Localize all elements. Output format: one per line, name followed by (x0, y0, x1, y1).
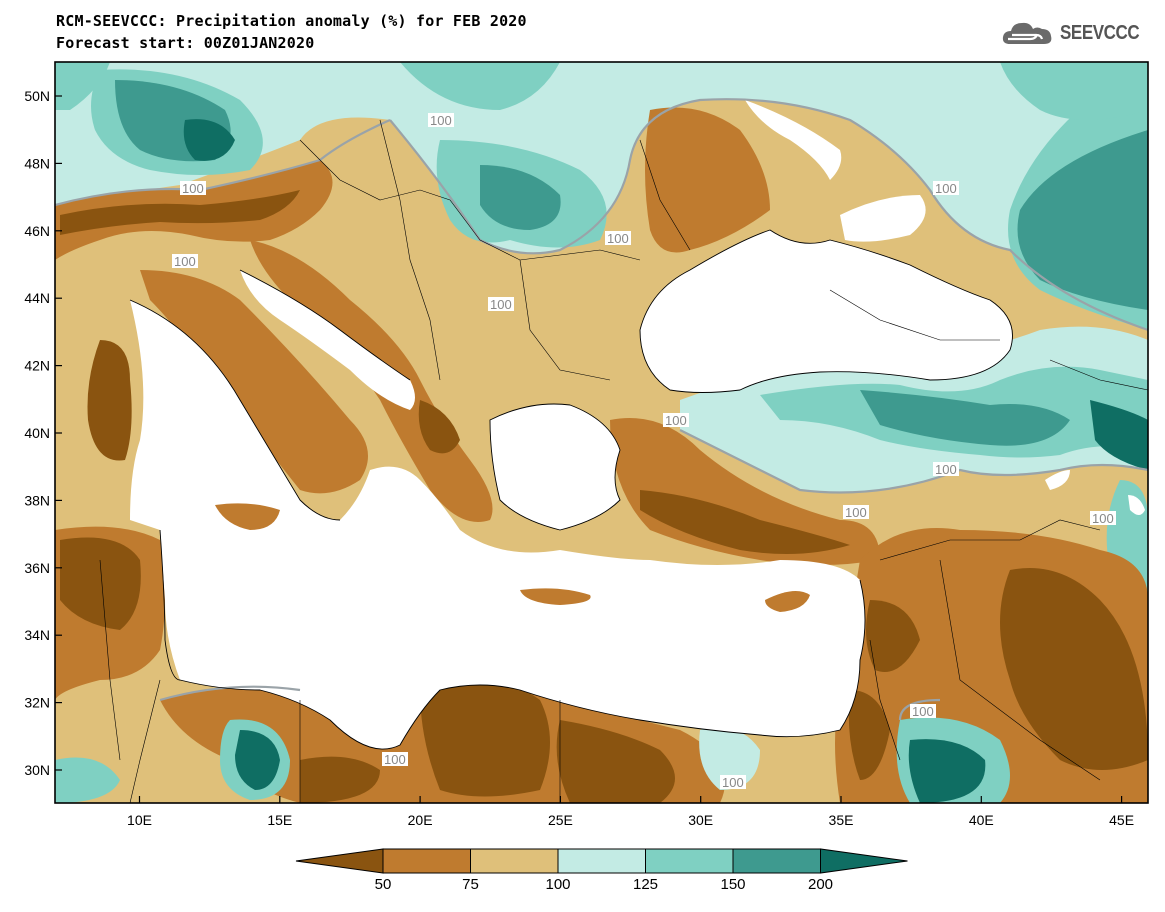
colorbar-label: 50 (375, 876, 392, 893)
logo-text: SEEVCCC (1059, 21, 1140, 44)
lat-label: 42N (24, 358, 50, 374)
cloud-icon (1002, 22, 1052, 44)
colorbar-label: 75 (462, 876, 479, 893)
lon-label: 45E (1109, 812, 1134, 828)
lat-label: 44N (24, 290, 50, 306)
contour-label: 100 (665, 413, 687, 428)
contour-label: 100 (1092, 511, 1114, 526)
colorbar-arrow-right (820, 848, 908, 874)
colorbar-segment (470, 848, 559, 874)
lat-label: 46N (24, 223, 50, 239)
contour-label: 100 (490, 297, 512, 312)
colorbar-label: 150 (720, 876, 745, 893)
colorbar-segment (382, 848, 471, 874)
lat-label: 38N (24, 492, 50, 508)
contour-labels: 100 100 100 100 100 100 100 100 100 100 … (172, 113, 1116, 790)
lon-label: 40E (969, 812, 994, 828)
lat-label: 48N (24, 155, 50, 171)
colorbar-segment (645, 848, 734, 874)
forecast-start-label: Forecast start: 00Z01JAN2020 (56, 34, 315, 52)
lon-label: 15E (267, 812, 292, 828)
longitude-axis: 10E 15E 20E 25E 30E 35E 40E 45E (127, 796, 1134, 828)
lon-label: 20E (408, 812, 433, 828)
lat-label: 50N (24, 88, 50, 104)
contour-label: 100 (912, 704, 934, 719)
coastlines (129, 229, 1013, 750)
lat-label: 30N (24, 762, 50, 778)
lat-label: 40N (24, 425, 50, 441)
colorbar-label: 100 (545, 876, 570, 893)
contour-label: 100 (935, 181, 957, 196)
lon-label: 35E (829, 812, 854, 828)
colorbar-label: 200 (808, 876, 833, 893)
lon-label: 10E (127, 812, 152, 828)
contour-label: 100 (935, 462, 957, 477)
contour-label: 100 (607, 231, 629, 246)
contour-label: 100 (430, 113, 452, 128)
seevccc-logo: SEEVCCC (1000, 18, 1153, 48)
colorbar-arrow-left (295, 848, 384, 874)
colorbar-label: 125 (633, 876, 658, 893)
lon-label: 25E (548, 812, 573, 828)
colorbar-labels: 50 75 100 125 150 200 (375, 876, 833, 893)
map-field (55, 62, 1148, 803)
contour-label: 100 (845, 505, 867, 520)
latitude-axis: 50N 48N 46N 44N 42N 40N 38N 36N 34N 32N 30N (24, 88, 62, 778)
colorbar-segment (732, 848, 821, 874)
colorbar-segment (557, 848, 646, 874)
colorbar (295, 848, 908, 874)
contour-label: 100 (182, 181, 204, 196)
contour-label: 100 (384, 752, 406, 767)
contour-label: 100 (174, 254, 196, 269)
lat-label: 34N (24, 627, 50, 643)
lat-label: 36N (24, 560, 50, 576)
lon-label: 30E (688, 812, 713, 828)
contour-label: 100 (722, 775, 744, 790)
lat-label: 32N (24, 695, 50, 711)
map-title: RCM-SEEVCCC: Precipitation anomaly (%) f… (56, 12, 527, 30)
country-borders (99, 119, 1148, 803)
